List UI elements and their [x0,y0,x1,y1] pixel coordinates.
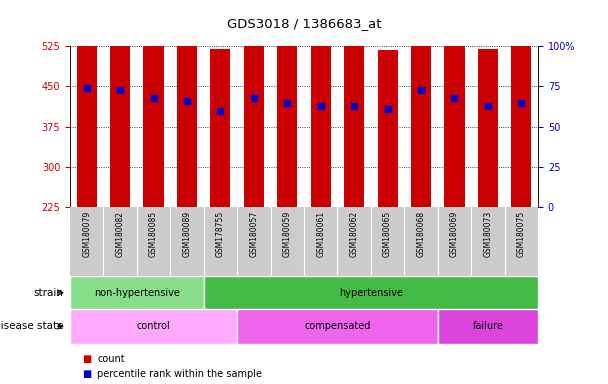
Text: hypertensive: hypertensive [339,288,403,298]
Bar [311,26,331,207]
Text: ■: ■ [82,354,91,364]
Bar [478,49,498,207]
Text: GSM180059: GSM180059 [283,211,292,257]
Bar [70,309,237,344]
Point [81,85,91,91]
Text: failure: failure [472,321,503,331]
Bar [110,0,130,207]
Point [517,99,527,106]
Point [215,108,225,114]
Text: count: count [97,354,125,364]
Point [282,99,292,106]
Bar [438,309,538,344]
Text: GSM180075: GSM180075 [517,211,526,257]
Point [115,86,125,93]
Bar [143,2,164,207]
Text: disease state: disease state [0,321,64,331]
Bar [411,0,431,207]
Bar [210,49,230,207]
Text: GSM180061: GSM180061 [316,211,325,257]
Bar [344,42,364,207]
Point [449,94,460,101]
Text: GSM180089: GSM180089 [182,211,192,257]
Text: compensated: compensated [304,321,371,331]
Bar [378,50,398,207]
Bar [277,31,297,207]
Bar [511,34,531,207]
Point [316,103,326,109]
Point [148,94,158,101]
Text: GSM180065: GSM180065 [383,211,392,257]
Text: control: control [137,321,170,331]
Point [349,103,359,109]
Text: GSM180068: GSM180068 [416,211,426,257]
Text: GSM180085: GSM180085 [149,211,158,257]
Text: ■: ■ [82,369,91,379]
Bar [70,276,204,309]
Bar [237,309,438,344]
Text: GSM180073: GSM180073 [483,211,492,257]
Text: GDS3018 / 1386683_at: GDS3018 / 1386683_at [227,17,381,30]
Bar [444,13,465,207]
Bar [77,0,97,207]
Point [182,98,192,104]
Point [416,86,426,93]
Bar [177,13,197,207]
Text: GSM180057: GSM180057 [249,211,258,257]
Bar [204,276,538,309]
Text: GSM178755: GSM178755 [216,211,225,257]
Bar [244,6,264,207]
Point [483,103,493,109]
Text: percentile rank within the sample: percentile rank within the sample [97,369,262,379]
Text: non-hypertensive: non-hypertensive [94,288,180,298]
Text: GSM180069: GSM180069 [450,211,459,257]
Point [249,94,259,101]
Point [383,106,393,112]
Text: GSM180079: GSM180079 [82,211,91,257]
Text: strain: strain [34,288,64,298]
Text: GSM180082: GSM180082 [116,211,125,257]
Text: GSM180062: GSM180062 [350,211,359,257]
